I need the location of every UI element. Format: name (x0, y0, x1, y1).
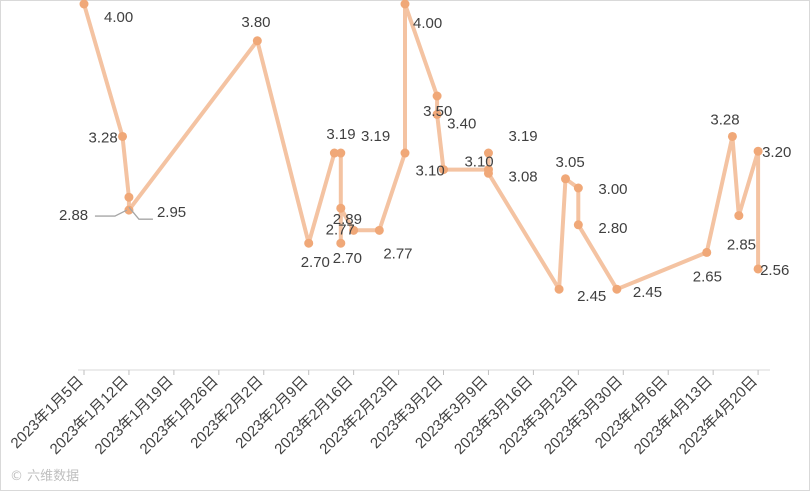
data-point (753, 146, 763, 156)
data-label: 3.80 (241, 14, 270, 31)
x-tick-label: 2023年1月12日 (47, 373, 132, 458)
data-label: 2.77 (383, 245, 412, 262)
data-point (118, 131, 128, 141)
data-label: 4.00 (413, 15, 442, 32)
x-tick-label: 2023年1月19日 (92, 373, 177, 458)
data-point (124, 205, 134, 215)
x-tick-label: 2023年4月20日 (676, 373, 761, 458)
data-label: 2.45 (633, 284, 662, 301)
data-label: 2.85 (727, 237, 756, 254)
data-point (124, 192, 134, 202)
data-label: 2.80 (598, 220, 627, 237)
data-label: 4.00 (104, 9, 133, 26)
data-label: 3.28 (710, 111, 739, 128)
data-point (439, 165, 449, 175)
data-label: 3.20 (762, 144, 791, 161)
data-point (727, 131, 737, 141)
data-point (573, 183, 583, 193)
data-point (349, 225, 359, 235)
data-point (336, 203, 346, 213)
data-point (400, 0, 410, 9)
data-label: 3.19 (508, 128, 537, 145)
data-point (432, 109, 442, 119)
data-point (702, 247, 712, 257)
x-tick-label: 2023年2月16日 (271, 373, 356, 458)
data-point (252, 36, 262, 46)
data-label: 2.70 (301, 254, 330, 271)
x-tick-label: 2023年1月26日 (137, 373, 222, 458)
data-point (554, 284, 564, 294)
data-label: 2.45 (577, 288, 606, 305)
data-point (483, 148, 493, 158)
data-point (79, 0, 89, 9)
data-point (561, 174, 570, 184)
data-label: 2.56 (760, 262, 789, 279)
data-label: 3.19 (326, 126, 355, 143)
x-tick-label: 2023年3月16日 (451, 373, 536, 458)
data-label: 3.50 (423, 103, 452, 120)
data-point (374, 225, 384, 235)
data-label: 2.89 (333, 211, 362, 228)
data-label: 3.19 (361, 128, 390, 145)
data-label: 3.08 (508, 168, 537, 185)
data-point (753, 264, 763, 274)
data-point (734, 211, 744, 221)
data-point (573, 220, 583, 230)
data-label: 2.88 (59, 207, 88, 224)
watermark: © 六维数据 (10, 469, 80, 484)
x-tick-label: 2023年3月23日 (496, 373, 581, 458)
x-tick-label: 2023年4月13日 (631, 373, 716, 458)
data-point (612, 284, 622, 294)
data-point (336, 148, 346, 158)
x-tick-label: 2023年3月30日 (541, 373, 626, 458)
data-label: 3.00 (598, 181, 627, 198)
data-point (483, 168, 493, 178)
data-point (329, 148, 339, 158)
data-label: 3.40 (447, 115, 476, 132)
data-label: 2.95 (157, 204, 186, 221)
leader-line (128, 206, 153, 220)
data-label: 3.10 (464, 154, 493, 171)
data-label: 2.70 (333, 250, 362, 267)
data-label: 2.65 (693, 268, 722, 285)
data-point (304, 238, 314, 248)
data-point (336, 238, 346, 248)
leader-line (94, 209, 128, 217)
data-point (432, 91, 442, 101)
data-label: 3.10 (416, 163, 445, 180)
data-point (400, 148, 410, 158)
data-label: 3.28 (89, 129, 118, 146)
data-label: 2.77 (326, 221, 355, 238)
series-line (82, 2, 761, 292)
x-tick-label: 2023年2月23日 (316, 373, 401, 458)
data-label: 3.05 (556, 154, 585, 171)
